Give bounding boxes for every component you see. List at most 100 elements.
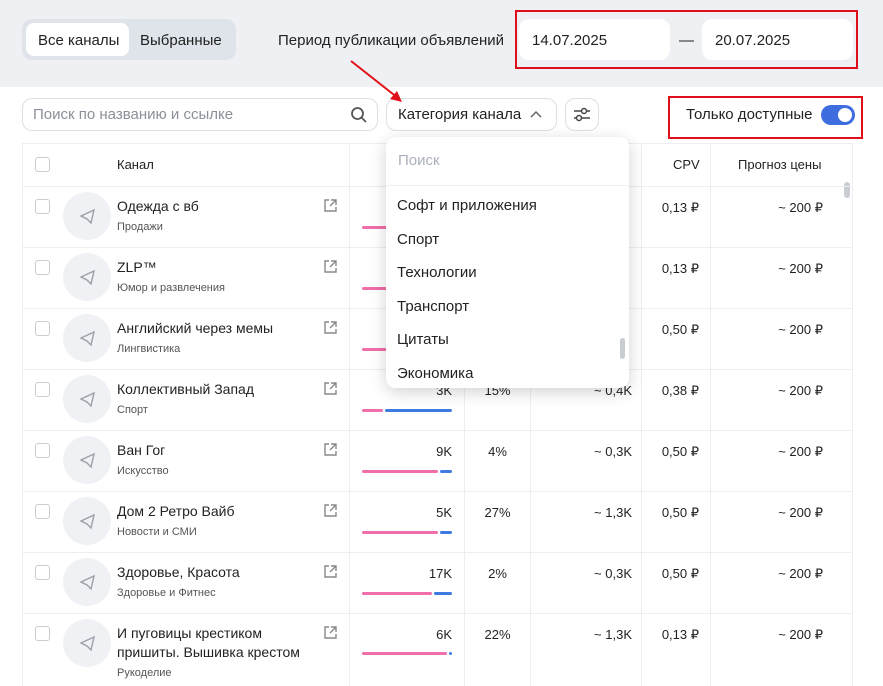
subscribers: 9K [436,444,452,459]
tab-active[interactable] [26,23,129,56]
header: Прогноз цены [738,157,822,172]
cpv: 0,13 ₽ [661,200,699,215]
percent: 27% [484,505,511,520]
link-icon [324,504,337,517]
toggle-knob [838,108,852,122]
price: ~ 200 ₽ [778,200,823,215]
bar-pink [362,652,447,655]
cpv: 0,13 ₽ [661,261,699,276]
link-icon [324,260,337,273]
column-divider [464,143,465,686]
checkbox[interactable] [35,321,50,336]
plane-icon [79,635,96,652]
dropdown-search[interactable]: Поиск [398,152,440,169]
channel-category: Продажи [117,221,163,233]
channel-category: Юмор и развлечения [117,282,225,294]
divider [386,185,629,186]
dropdown-item[interactable]: Софт и приложения [397,197,537,214]
filter-button[interactable] [565,98,599,131]
chevron [530,110,542,118]
dropdown-item[interactable]: Транспорт [397,297,470,315]
date-input[interactable] [519,19,670,60]
search-input[interactable] [22,98,378,131]
price: ~ 200 ₽ [778,627,823,642]
search-placeholder: Поиск по названию и ссылке [33,106,234,123]
plane-icon [79,391,96,408]
highlight [668,96,863,139]
bar-pink [362,592,432,595]
channel-name: Английский через мемы [117,320,274,336]
checkbox[interactable] [35,260,50,275]
separator: — [679,32,694,49]
percent: 2% [488,566,507,581]
open-link[interactable] [323,381,338,399]
checkbox[interactable] [35,504,50,519]
checkbox[interactable] [35,382,50,397]
dropdown-item[interactable]: Спорт [397,230,440,248]
date-from: 14.07.2025 [532,32,608,49]
header: CPV [673,157,700,172]
period-label: Период публикации объявлений [278,32,505,49]
channel-category: Искусство [117,465,169,477]
open-link[interactable] [323,320,338,338]
views: ~ 1,3K [594,505,632,520]
percent: 22% [484,627,511,642]
open-link[interactable] [323,198,338,216]
avatar [63,436,111,484]
dropdown-scrollbar[interactable] [620,338,625,359]
row-divider [22,552,853,553]
plane-icon [79,269,96,286]
date-input[interactable] [702,19,853,60]
dropdown-item[interactable]: Экономика [397,365,474,382]
only-available: Только доступные [686,106,813,123]
channel-name: И пуговицы крестиком пришиты. Вышивка кр… [117,625,300,660]
channel-name: ZLP™ [117,259,157,275]
views: ~ 0,3K [594,566,632,581]
plane-icon [79,513,96,530]
header: Канал [117,157,154,172]
open-link[interactable] [323,625,338,643]
subscribers: 6K [436,627,452,642]
channel-name: Дом 2 Ретро Вайб [117,503,235,519]
dropdown-item[interactable]: Цитаты [397,331,449,349]
scrollbar[interactable] [844,182,850,198]
arrow-svg [350,60,402,102]
open-link[interactable] [323,442,338,460]
row-divider [22,430,853,431]
avatar [63,497,111,545]
link-icon [324,321,337,334]
subscribers: 17K [428,566,452,581]
column-divider [530,143,531,686]
avatar [63,253,111,301]
avatar [63,619,111,667]
checkbox[interactable] [35,565,50,580]
link-icon [324,382,337,395]
category-button[interactable] [386,98,557,131]
link-icon [324,565,337,578]
bar-pink [362,226,392,229]
bar-pink [362,348,392,351]
channel-name: Ван Гог [117,442,166,458]
checkbox[interactable] [35,157,50,172]
avatar [63,375,111,423]
open-link[interactable] [323,259,338,277]
tab[interactable]: Все каналы [38,32,120,49]
column-divider [710,143,711,686]
percent: 4% [488,444,507,459]
checkbox[interactable] [35,443,50,458]
dropdown [386,137,629,388]
checkbox[interactable] [35,626,50,641]
dropdown-item[interactable]: Технологии [397,264,477,282]
bar-blue [440,531,452,534]
plane-icon [79,330,96,347]
cpv: 0,38 ₽ [661,383,699,398]
tab[interactable]: Выбранные [140,32,222,49]
bar-pink [362,287,392,290]
channel-name: Одежда с вб [117,198,199,214]
open-link[interactable] [323,564,338,582]
bar-blue [449,652,452,655]
cpv: 0,50 ₽ [661,444,699,459]
checkbox[interactable] [35,199,50,214]
bar-blue [434,592,452,595]
open-link[interactable] [323,503,338,521]
